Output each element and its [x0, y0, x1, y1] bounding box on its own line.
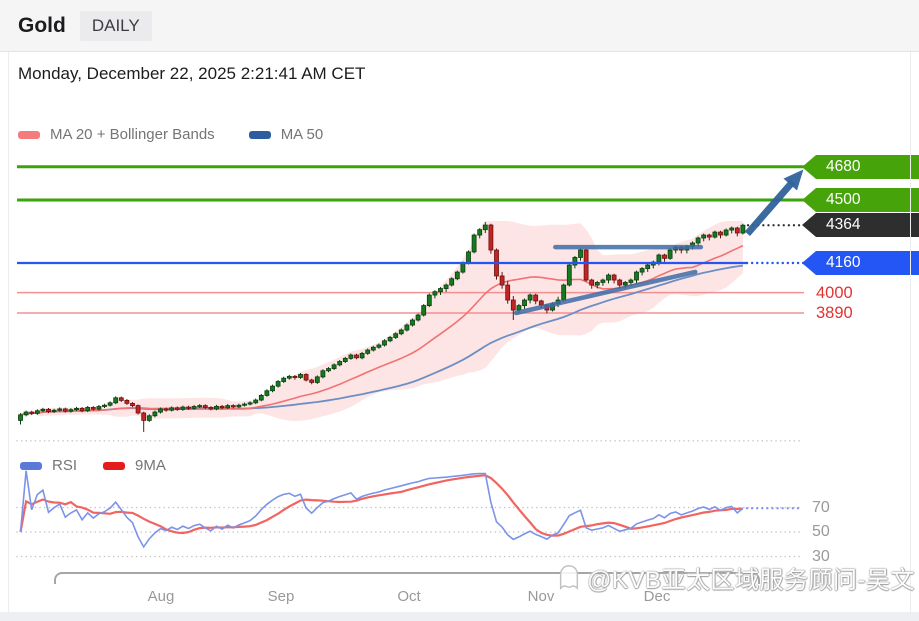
rsi-9ma-legend-swatch — [103, 461, 126, 470]
time-scrollbar-handle[interactable] — [54, 572, 760, 584]
legend-label: MA 20 + Bollinger Bands — [50, 126, 215, 143]
legend-label: MA 50 — [280, 126, 324, 143]
rsi-line — [19, 470, 744, 549]
main-legend: MA 20 + Bollinger Bands MA 50 — [18, 126, 323, 143]
rsi-legend: RSI 9MA — [20, 457, 166, 474]
datetime-label: Monday, December 22, 2025 2:21:41 AM CET — [18, 64, 366, 83]
legend-label: RSI — [52, 457, 78, 474]
symbol-title: Gold — [18, 13, 66, 37]
legend-item-ma20-bollinger: MA 20 + Bollinger Bands — [18, 126, 215, 143]
legend-item-ma50: MA 50 — [248, 126, 324, 143]
candlestick-series — [18, 222, 746, 432]
legend-label: 9MA — [135, 457, 166, 474]
header-bar: Gold DAILY — [0, 0, 919, 52]
timeframe-chip[interactable]: DAILY — [79, 10, 152, 41]
watermark: @KVB亚太区域服务顾问-吴文 — [556, 560, 915, 595]
ma20-legend-swatch — [18, 130, 40, 139]
ma50-legend-swatch — [248, 130, 271, 139]
legend-item-rsi: RSI — [20, 457, 77, 474]
projection-arrow-shaft — [744, 179, 796, 237]
legend-item-9ma: 9MA — [103, 457, 166, 474]
footer-strip — [0, 612, 919, 621]
ascending-trendline — [513, 269, 698, 316]
rsi-legend-swatch — [20, 461, 42, 470]
watermark-text: @KVB亚太区域服务顾问-吴文 — [587, 567, 915, 594]
bollinger-band — [37, 221, 743, 421]
rsi-9ma-line — [19, 474, 743, 537]
projection-arrow-head — [783, 169, 804, 191]
watermark-ghost-icon — [560, 564, 579, 590]
